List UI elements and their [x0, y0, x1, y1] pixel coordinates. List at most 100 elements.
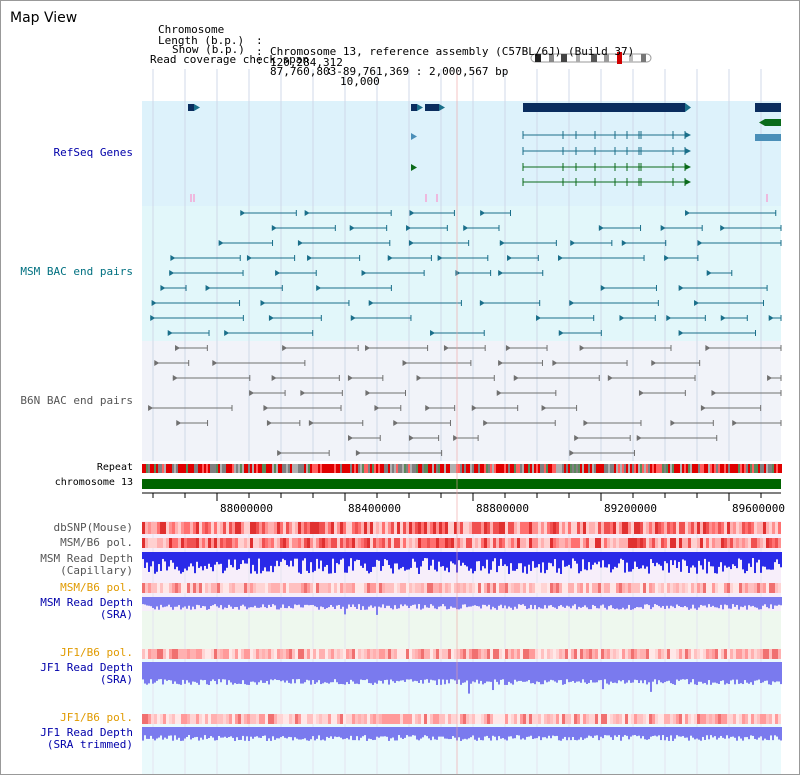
repeat-segment: [180, 464, 182, 473]
dbsnp-strip-cell: [691, 522, 694, 534]
msm-b6-pol-strip-cell: [208, 538, 211, 548]
jf1-trimmed-depth-bar: [700, 727, 702, 741]
jf1-trimmed-depth-bar: [288, 727, 290, 737]
jf1-b6-pol-strip-cell: [445, 649, 448, 659]
msm-b6-pol-2-strip-cell: [430, 583, 433, 593]
jf1-trimmed-depth-bar: [512, 727, 514, 739]
msm-capillary-depth-bar: [164, 552, 166, 562]
msm-sra-depth-bar: [734, 597, 736, 607]
msm-b6-pol-strip-cell: [373, 538, 376, 548]
jf1-trimmed-depth-bar: [222, 727, 224, 738]
jf1-sra-depth-bar: [366, 662, 368, 680]
msm-b6-pol-2-strip-cell: [667, 583, 670, 593]
jf1-b6-pol-2-strip-cell: [298, 714, 301, 724]
jf1-b6-pol-2-strip-cell: [385, 714, 388, 724]
msm-b6-pol-2-strip-cell: [769, 583, 772, 593]
jf1-b6-pol-strip-cell: [418, 649, 421, 659]
msm-sra-depth-bar: [332, 597, 334, 607]
msm-capillary-depth-bar: [298, 552, 300, 573]
jf1-trimmed-depth-bar: [406, 727, 408, 736]
msm-sra-depth-bar: [316, 597, 318, 608]
b6n-bac-end-marker: [638, 390, 644, 396]
msm-b6-pol-strip-cell: [364, 538, 367, 548]
msm-sra-depth-bar: [160, 597, 162, 605]
jf1-trimmed-depth-bar: [504, 727, 506, 740]
jf1-b6-pol-2-strip-cell: [418, 714, 421, 724]
jf1-sra-depth-bar: [220, 662, 222, 683]
repeat-segment: [592, 464, 594, 473]
jf1-b6-pol-2-strip-cell: [232, 714, 235, 724]
msm-sra-depth-bar: [148, 597, 150, 606]
jf1-b6-pol-2-strip-cell: [229, 714, 232, 724]
jf1-sra-depth-bar: [584, 662, 586, 683]
jf1-trimmed-depth-bar: [228, 727, 230, 738]
msm-capillary-depth-bar: [680, 552, 682, 572]
msm-sra-depth-bar: [414, 597, 416, 605]
b6n-bac-end-marker: [505, 345, 511, 351]
jf1-trimmed-depth-bar: [404, 727, 406, 738]
jf1-b6-pol-2-strip-cell: [355, 714, 358, 724]
jf1-b6-pol-strip-cell: [172, 649, 175, 659]
jf1-sra-depth-bar: [668, 662, 670, 681]
msm-capillary-depth-bar: [738, 552, 740, 559]
repeat-segment: [642, 464, 644, 473]
jf1-b6-pol-strip-cell: [256, 649, 259, 659]
msm-b6-pol-2-strip-cell: [223, 583, 226, 593]
gene-block: [425, 104, 439, 111]
repeat-segment: [722, 464, 724, 473]
dbsnp-strip-cell: [496, 522, 499, 534]
msm-b6-pol-2-strip-cell: [304, 583, 307, 593]
track-label-b6n-bac[interactable]: B6N BAC end pairs: [20, 394, 133, 407]
msm-capillary-depth-bar: [556, 552, 558, 573]
repeat-segment: [378, 464, 380, 473]
msm-sra-depth-bar: [310, 597, 312, 606]
msm-capillary-depth-bar: [154, 552, 156, 574]
jf1-b6-pol-strip-cell: [757, 649, 760, 659]
msm-capillary-depth-bar: [558, 552, 560, 569]
jf1-b6-pol-2-strip-cell: [349, 714, 352, 724]
jf1-trimmed-depth-bar: [356, 727, 358, 737]
jf1-b6-pol-strip-cell: [385, 649, 388, 659]
repeat-segment: [668, 464, 670, 473]
jf1-sra-depth-bar: [352, 662, 354, 682]
jf1-sra-depth-bar: [682, 662, 684, 680]
msm-sra-depth-bar: [416, 597, 418, 609]
jf1-trimmed-depth-bar: [166, 727, 168, 739]
msm-b6-pol-strip-cell: [724, 538, 727, 548]
track-label-msm-bac[interactable]: MSM BAC end pairs: [20, 265, 133, 278]
jf1-b6-pol-2-strip-cell: [379, 714, 382, 724]
msm-capillary-depth-bar: [246, 552, 248, 564]
msm-capillary-depth-bar: [676, 552, 678, 569]
jf1-trimmed-depth-bar: [402, 727, 404, 739]
msm-sra-depth-bar: [346, 597, 348, 609]
dbsnp-strip-cell: [433, 522, 436, 534]
track-label-refseq[interactable]: RefSeq Genes: [53, 146, 133, 159]
jf1-b6-pol-strip-cell: [307, 649, 310, 659]
jf1-trimmed-depth-bar: [468, 727, 470, 739]
repeat-segment: [266, 464, 268, 473]
msm-sra-depth-bar: [278, 597, 280, 610]
repeat-segment: [294, 464, 296, 473]
jf1-sra-depth-bar: [750, 662, 752, 683]
jf1-b6-pol-strip-cell: [463, 649, 466, 659]
msm-b6-pol-strip-cell: [316, 538, 319, 548]
jf1-trimmed-depth-bar: [198, 727, 200, 741]
repeat-segment: [514, 464, 516, 473]
repeat-segment: [770, 464, 772, 473]
msm-sra-depth-bar: [766, 597, 768, 608]
jf1-b6-pol-strip-cell: [484, 649, 487, 659]
dbsnp-strip-cell: [232, 522, 235, 534]
jf1-b6-pol-strip-cell: [154, 649, 157, 659]
dbsnp-strip-cell: [160, 522, 163, 534]
repeat-segment: [210, 464, 212, 473]
dbsnp-strip-cell: [175, 522, 178, 534]
msm-b6-pol-strip-cell: [601, 538, 604, 548]
repeat-segment: [440, 464, 442, 473]
jf1-sra-depth-bar: [766, 662, 768, 681]
msm-bac-end-marker: [350, 315, 356, 321]
jf1-sra-depth-bar: [480, 662, 482, 681]
jf1-b6-pol-strip-cell: [289, 649, 292, 659]
msm-b6-pol-2-strip-cell: [439, 583, 442, 593]
b6n-bac-end-marker: [552, 360, 558, 366]
msm-capillary-depth-bar: [382, 552, 384, 567]
